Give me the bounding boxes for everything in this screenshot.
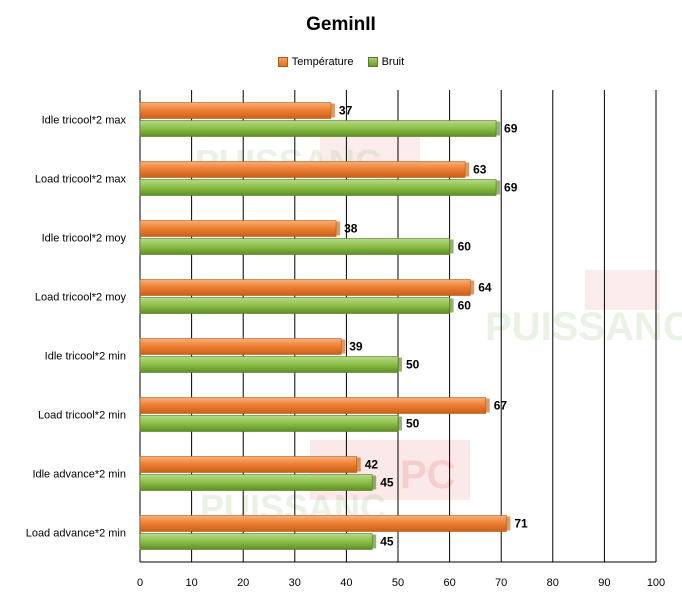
bar-temperature bbox=[139, 279, 471, 296]
category-label: Load tricool*2 min bbox=[38, 410, 126, 422]
data-label: 60 bbox=[458, 240, 472, 254]
bar-temperature bbox=[139, 515, 507, 532]
data-label: 63 bbox=[473, 163, 487, 177]
data-label: 39 bbox=[349, 340, 363, 354]
data-label: 69 bbox=[504, 122, 518, 136]
bar-bruit bbox=[139, 415, 399, 432]
bar-temperature bbox=[139, 456, 358, 473]
data-label: 45 bbox=[380, 535, 394, 549]
bar-end-shade bbox=[506, 516, 511, 531]
data-label: 50 bbox=[406, 417, 420, 431]
watermark-text-right: PUISSANC bbox=[485, 305, 682, 349]
legend: Température Bruit bbox=[0, 56, 682, 68]
legend-label-bruit: Bruit bbox=[381, 56, 405, 68]
bar-temperature bbox=[139, 161, 466, 178]
bar-end-shade bbox=[496, 121, 501, 136]
x-tick-label: 100 bbox=[647, 577, 665, 589]
data-label: 69 bbox=[504, 181, 518, 195]
bar-end-shade bbox=[398, 416, 402, 431]
bars bbox=[139, 102, 511, 550]
bar-end-shade bbox=[372, 475, 377, 490]
data-label: 67 bbox=[494, 399, 508, 413]
legend-item-temperature: Température bbox=[277, 56, 354, 68]
bar-bruit bbox=[139, 238, 450, 255]
bar-end-shade bbox=[496, 180, 501, 195]
bar-end-shade bbox=[398, 357, 402, 372]
bar-end-shade bbox=[449, 298, 454, 313]
x-tick-label: 80 bbox=[547, 577, 559, 589]
bar-end-shade bbox=[336, 221, 341, 236]
bar-bruit bbox=[139, 533, 373, 550]
bar-bruit bbox=[139, 297, 450, 314]
x-tick-label: 60 bbox=[443, 577, 455, 589]
x-tick-label: 10 bbox=[185, 577, 197, 589]
category-label: Idle tricool*2 min bbox=[45, 351, 126, 363]
category-label: Load tricool*2 max bbox=[35, 174, 127, 186]
bar-temperature bbox=[139, 338, 342, 355]
x-tick-label: 50 bbox=[392, 577, 404, 589]
x-tick-label: 40 bbox=[340, 577, 352, 589]
watermark-badge-text-bottom: PC bbox=[400, 453, 456, 497]
chart-title: GeminII bbox=[306, 14, 376, 35]
bar-end-shade bbox=[465, 162, 470, 177]
legend-swatch-temperature bbox=[277, 57, 288, 67]
data-label: 37 bbox=[339, 104, 353, 118]
legend-swatch-bruit bbox=[367, 57, 378, 67]
x-tick-label: 0 bbox=[137, 577, 143, 589]
x-tick-label: 90 bbox=[598, 577, 610, 589]
data-label: 64 bbox=[478, 281, 492, 295]
bar-temperature bbox=[139, 220, 337, 237]
data-label: 45 bbox=[380, 476, 394, 490]
bar-end-shade bbox=[356, 457, 361, 472]
bar-end-shade bbox=[485, 398, 490, 413]
category-label: Idle advance*2 min bbox=[32, 469, 126, 481]
bar-end-shade bbox=[341, 339, 346, 354]
watermark-badge-right bbox=[585, 270, 660, 310]
bar-temperature bbox=[139, 397, 487, 414]
bar-bruit bbox=[139, 474, 373, 491]
data-label: 50 bbox=[406, 358, 420, 372]
category-label: Idle tricool*2 max bbox=[42, 115, 127, 127]
data-label: 42 bbox=[365, 458, 379, 472]
category-labels: Idle tricool*2 max Load tricool*2 max Idle… bbox=[26, 115, 127, 540]
x-tick-label: 30 bbox=[289, 577, 301, 589]
bar-bruit bbox=[139, 179, 497, 196]
x-tick-label: 20 bbox=[237, 577, 249, 589]
legend-label-temperature: Température bbox=[291, 56, 354, 68]
category-label: Load tricool*2 moy bbox=[35, 292, 127, 304]
x-axis-ticks: 0 10 20 30 40 50 60 70 80 90 100 bbox=[137, 577, 665, 589]
legend-item-bruit: Bruit bbox=[367, 56, 405, 68]
x-tick-label: 70 bbox=[495, 577, 507, 589]
bar-temperature bbox=[139, 102, 332, 119]
bar-end-shade bbox=[449, 239, 454, 254]
category-label: Idle tricool*2 moy bbox=[42, 233, 127, 245]
bar-end-shade bbox=[330, 103, 335, 118]
bar-end-shade bbox=[470, 280, 475, 295]
bar-bruit bbox=[139, 356, 399, 373]
data-label: 71 bbox=[514, 517, 528, 531]
bar-bruit bbox=[139, 120, 497, 137]
category-label: Load advance*2 min bbox=[26, 528, 126, 540]
data-label: 38 bbox=[344, 222, 358, 236]
bar-end-shade bbox=[372, 534, 377, 549]
data-label: 60 bbox=[458, 299, 472, 313]
